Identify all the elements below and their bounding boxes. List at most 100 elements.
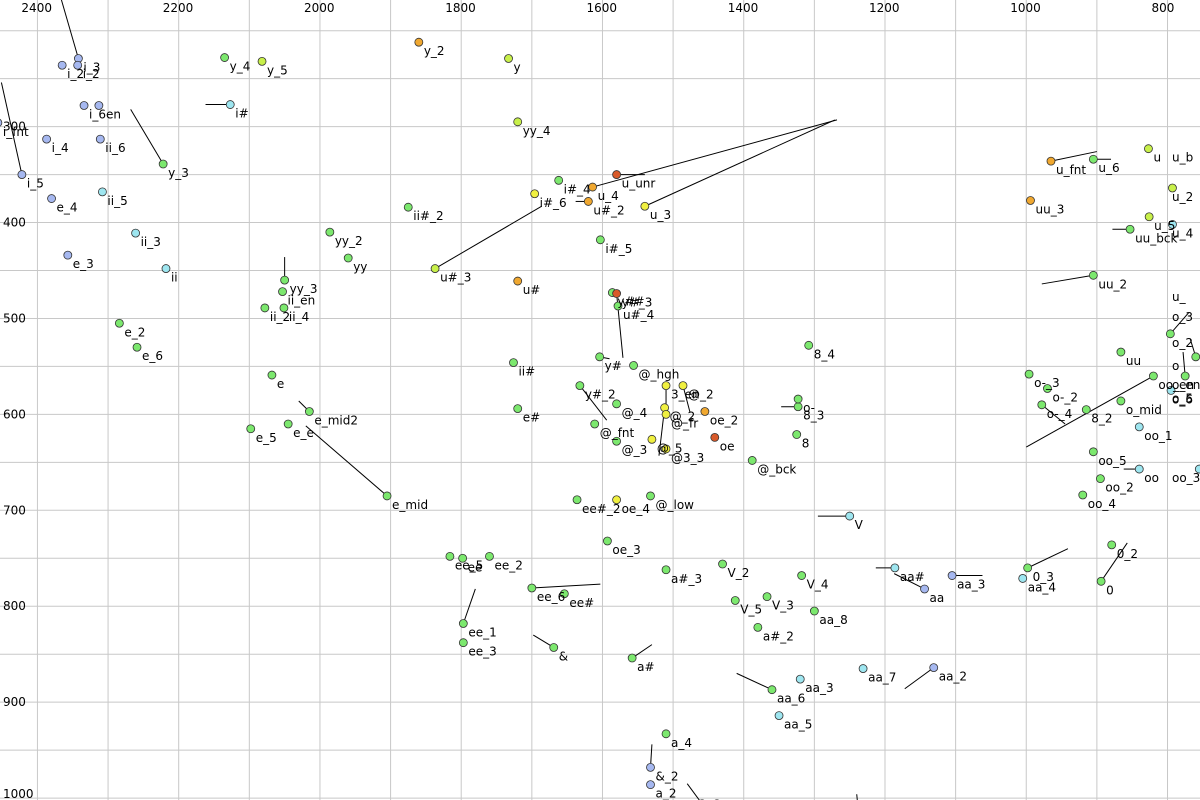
y-tick-label: 600 <box>3 407 26 421</box>
y-tick-label: 900 <box>3 695 26 709</box>
data-point <box>646 780 655 790</box>
point-label: e <box>277 377 284 391</box>
point-label: ee_2 <box>494 558 522 572</box>
data-point <box>1165 329 1175 339</box>
point-label: V_3 <box>772 599 794 613</box>
data-point <box>403 202 413 212</box>
point-label: oe_2 <box>710 414 738 428</box>
leader-line <box>1041 274 1094 285</box>
data-point <box>98 187 107 197</box>
leader-line <box>1100 542 1128 582</box>
point-label: ii#_2 <box>413 209 443 223</box>
data-point <box>603 536 612 546</box>
data-point <box>613 301 623 311</box>
data-point <box>612 436 621 446</box>
point-label: i# <box>235 107 248 121</box>
point-label: u_unr <box>622 177 656 191</box>
x-tick-label: 1800 <box>445 1 476 15</box>
point-label: y#_3 <box>622 296 653 310</box>
point-label: oe_3 <box>612 543 640 557</box>
data-point <box>612 289 621 298</box>
data-point <box>1046 156 1056 166</box>
point-label: aa_4 <box>1028 580 1056 594</box>
point-label: ii_5 <box>107 194 127 208</box>
data-point <box>804 340 814 350</box>
point-label: @_3 <box>622 443 648 457</box>
point-label: @_hgh <box>639 367 680 381</box>
y-tick-label: 400 <box>3 216 26 230</box>
x-tick-label: 2400 <box>21 1 52 15</box>
data-point <box>1144 212 1154 222</box>
data-point <box>612 170 621 179</box>
point-label: u_6 <box>1098 161 1119 175</box>
data-point <box>627 653 637 663</box>
point-label: i_2 <box>67 67 84 81</box>
point-label: a_2 <box>656 787 677 800</box>
data-point <box>1125 224 1135 234</box>
data-point <box>554 175 564 185</box>
point-label: @_low <box>656 498 695 512</box>
data-point <box>595 352 605 362</box>
leader-line <box>130 109 164 165</box>
data-point <box>1116 347 1126 357</box>
point-label: y#_2 <box>585 388 616 402</box>
point-label: aa# <box>900 570 925 584</box>
data-point <box>132 342 142 352</box>
data-point <box>774 711 784 720</box>
point-label: aa_3 <box>805 681 833 695</box>
data-point <box>430 264 440 273</box>
point-label: @_fr <box>671 416 698 430</box>
point-label: u_5 <box>1154 219 1175 233</box>
point-label: o-_3 <box>1034 376 1060 390</box>
point-label: ii_en <box>288 294 316 308</box>
data-point <box>629 361 638 370</box>
data-point <box>1018 574 1028 583</box>
data-point <box>94 101 104 110</box>
point-label: o_3 <box>1172 310 1193 324</box>
data-point <box>590 419 600 429</box>
point-label: @_bck <box>757 462 796 476</box>
data-point <box>513 276 523 286</box>
data-point <box>640 201 650 211</box>
point-label: oo_5 <box>1098 454 1126 468</box>
data-point <box>260 303 270 313</box>
leader-line <box>531 583 601 589</box>
data-point <box>572 495 582 505</box>
point-label: aa_7 <box>868 671 896 685</box>
data-point <box>304 407 314 416</box>
point-label: aa_2 <box>939 670 967 684</box>
data-point <box>1144 144 1153 154</box>
data-point <box>1088 447 1098 457</box>
data-point <box>700 407 710 416</box>
point-label: y_5 <box>267 63 288 77</box>
point-label: ii <box>171 271 178 285</box>
point-label: ee_5 <box>455 558 483 572</box>
data-point <box>530 189 540 199</box>
data-point <box>1024 369 1034 379</box>
data-point <box>278 287 287 297</box>
data-point <box>947 571 957 580</box>
data-point <box>809 606 819 616</box>
point-label: V_5 <box>740 602 762 616</box>
leader-line <box>462 588 476 624</box>
data-point <box>220 53 230 62</box>
point-label: u_4 <box>598 189 619 203</box>
data-point <box>1078 490 1088 500</box>
point-label: oe_4 <box>622 502 650 516</box>
x-tick-label: 1000 <box>1010 1 1041 15</box>
data-point <box>1194 464 1200 474</box>
data-point <box>257 56 267 66</box>
point-label: 8 <box>802 437 810 451</box>
point-label: ii# <box>518 365 535 379</box>
point-label: uu_bck <box>1135 231 1177 245</box>
leader-line <box>305 425 388 497</box>
point-label: ee_6 <box>537 590 565 604</box>
leader-line <box>736 672 773 691</box>
data-point <box>280 275 290 285</box>
data-point <box>661 565 671 575</box>
point-label: y_3 <box>168 166 189 180</box>
leader-line <box>592 119 838 188</box>
data-point <box>1166 386 1176 395</box>
point-label: oe <box>720 439 735 453</box>
